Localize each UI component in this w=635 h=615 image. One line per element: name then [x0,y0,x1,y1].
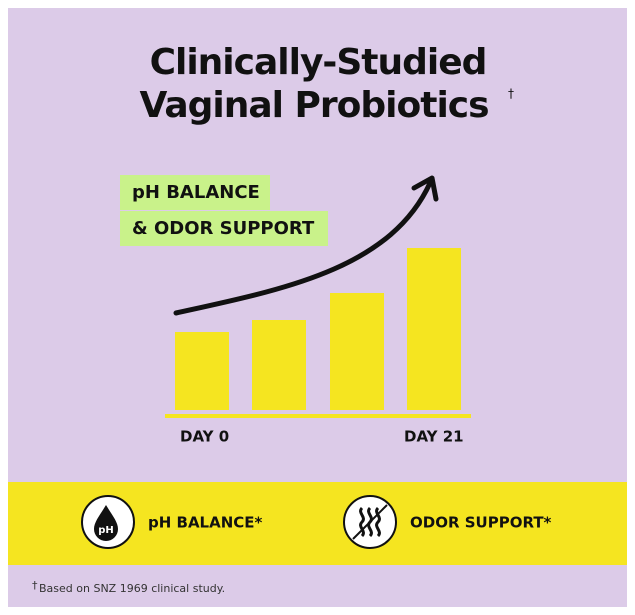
callout-box [120,211,328,246]
title-mark: † [508,87,514,101]
bar [175,332,229,410]
footnote: Based on SNZ 1969 clinical study. [39,582,225,595]
bar [407,248,461,410]
icon-text: pH [98,525,114,536]
title-line: Vaginal Probiotics [139,85,488,126]
odor-waves [352,504,388,540]
title-line: Clinically-Studied [150,42,487,83]
callout-line: pH BALANCE [132,182,260,203]
footnote-mark: † [32,579,38,592]
feature-label: ODOR SUPPORT* [410,514,552,532]
bar [252,320,306,410]
baseline [165,414,471,418]
arrow-head [411,175,439,202]
feature-label: pH BALANCE* [148,514,263,532]
axis-label: DAY 21 [404,428,464,446]
trend-arrow [173,180,433,316]
drop [94,505,118,541]
bar [330,293,384,410]
bars [175,248,461,410]
axis-label: DAY 0 [180,428,229,446]
callout-line: & ODOR SUPPORT [132,218,315,239]
callout-box [120,175,270,210]
